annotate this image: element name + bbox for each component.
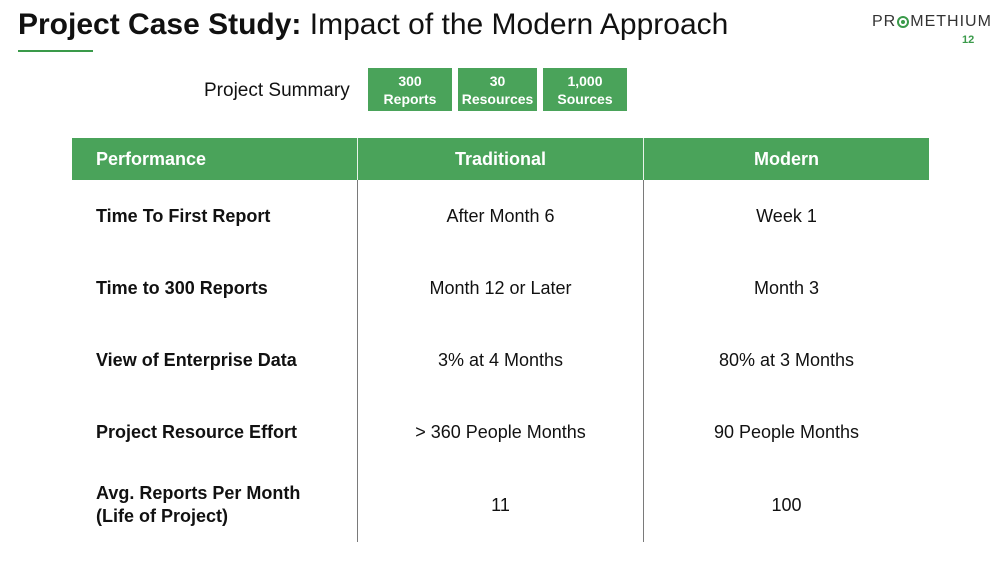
traditional-cell: 3% at 4 Months <box>357 324 643 396</box>
modern-cell: 80% at 3 Months <box>643 324 929 396</box>
column-header-traditional: Traditional <box>357 138 643 180</box>
modern-cell: 100 <box>643 468 929 542</box>
traditional-cell: > 360 People Months <box>357 396 643 468</box>
summary-box-reports: 300 Reports <box>368 68 452 111</box>
modern-cell: Month 3 <box>643 252 929 324</box>
summary-box-resources: 30 Resources <box>458 68 537 111</box>
page-title-bold: Project Case Study: <box>18 8 302 41</box>
summary-box-value: 300 <box>398 72 422 89</box>
traditional-cell: Month 12 or Later <box>357 252 643 324</box>
summary-box-value: 1,000 <box>567 72 603 89</box>
summary-box-value: 30 <box>489 72 506 89</box>
table-row: View of Enterprise Data 3% at 4 Months 8… <box>72 324 929 396</box>
metric-cell: Avg. Reports Per Month (Life of Project) <box>72 468 357 542</box>
title-underline <box>18 50 93 52</box>
metric-cell: View of Enterprise Data <box>96 349 297 370</box>
project-summary-boxes: 300 Reports 30 Resources 1,000 Sources <box>368 68 627 111</box>
table-row: Time to 300 Reports Month 12 or Later Mo… <box>72 252 929 324</box>
project-summary-label: Project Summary <box>204 80 350 101</box>
table-row: Time To First Report After Month 6 Week … <box>72 180 929 252</box>
logo-text-right: METHIUM <box>910 13 992 30</box>
summary-box-label: Resources <box>461 90 534 107</box>
table-row: Avg. Reports Per Month (Life of Project)… <box>72 468 929 542</box>
metric-cell: Project Resource Effort <box>96 421 298 442</box>
table-row: Project Resource Effort > 360 People Mon… <box>72 396 929 468</box>
metric-line-1: Avg. Reports Per Month <box>96 483 301 503</box>
traditional-cell: 11 <box>357 468 643 542</box>
logo-text-left: PR <box>872 13 897 30</box>
logo-o-icon <box>897 16 910 28</box>
column-header-performance: Performance <box>96 148 207 169</box>
metric-line-2: (Life of Project) <box>96 506 229 526</box>
summary-box-label: Sources <box>557 90 613 107</box>
traditional-cell: After Month 6 <box>357 180 643 252</box>
column-header-modern: Modern <box>643 138 929 180</box>
page-title: Project Case Study: Impact of the Modern… <box>18 8 728 42</box>
metric-cell: Time To First Report <box>96 205 271 226</box>
summary-box-sources: 1,000 Sources <box>543 68 627 111</box>
metric-cell: Time to 300 Reports <box>96 277 268 298</box>
summary-box-label: Reports <box>383 90 437 107</box>
modern-cell: 90 People Months <box>643 396 929 468</box>
comparison-table: Performance Traditional Modern Time To F… <box>72 138 929 542</box>
modern-cell: Week 1 <box>643 180 929 252</box>
brand-logo: PR METHIUM <box>872 13 992 31</box>
page-title-rest: Impact of the Modern Approach <box>309 8 729 41</box>
page-number: 12 <box>962 34 975 46</box>
table-header-row: Performance Traditional Modern <box>72 138 929 180</box>
